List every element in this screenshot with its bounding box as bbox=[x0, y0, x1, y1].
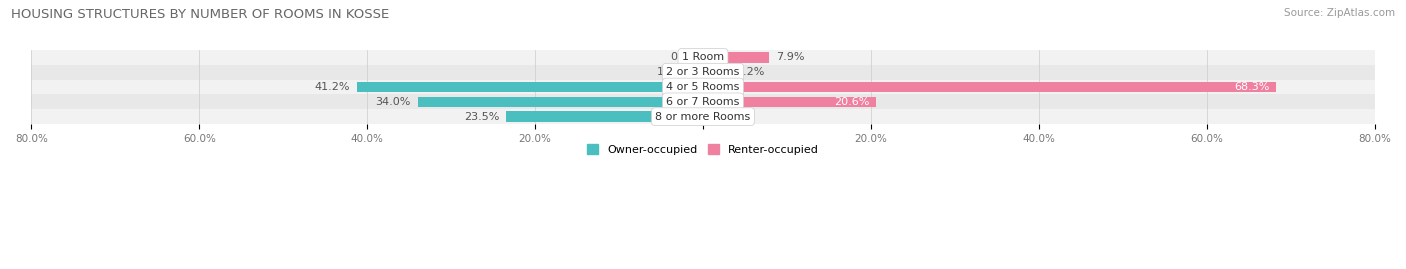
Text: 7.9%: 7.9% bbox=[776, 52, 804, 62]
Text: 1.3%: 1.3% bbox=[657, 67, 685, 77]
Text: 41.2%: 41.2% bbox=[315, 82, 350, 92]
Text: 0.0%: 0.0% bbox=[707, 112, 735, 122]
Text: 23.5%: 23.5% bbox=[464, 112, 499, 122]
Text: 3.2%: 3.2% bbox=[737, 67, 765, 77]
Bar bbox=[703, 67, 730, 77]
Bar bbox=[703, 52, 769, 63]
Bar bbox=[506, 111, 703, 122]
Text: 6 or 7 Rooms: 6 or 7 Rooms bbox=[666, 97, 740, 107]
Text: 0.0%: 0.0% bbox=[671, 52, 699, 62]
Text: HOUSING STRUCTURES BY NUMBER OF ROOMS IN KOSSE: HOUSING STRUCTURES BY NUMBER OF ROOMS IN… bbox=[11, 8, 389, 21]
Legend: Owner-occupied, Renter-occupied: Owner-occupied, Renter-occupied bbox=[582, 140, 824, 159]
Bar bbox=[703, 82, 1277, 92]
Text: Source: ZipAtlas.com: Source: ZipAtlas.com bbox=[1284, 8, 1395, 18]
Bar bbox=[31, 109, 1375, 124]
Bar bbox=[31, 50, 1375, 65]
Text: 20.6%: 20.6% bbox=[834, 97, 869, 107]
Bar bbox=[31, 80, 1375, 94]
Text: 4 or 5 Rooms: 4 or 5 Rooms bbox=[666, 82, 740, 92]
Bar bbox=[703, 97, 876, 107]
Text: 1 Room: 1 Room bbox=[682, 52, 724, 62]
Text: 68.3%: 68.3% bbox=[1234, 82, 1270, 92]
Bar bbox=[31, 94, 1375, 109]
Text: 2 or 3 Rooms: 2 or 3 Rooms bbox=[666, 67, 740, 77]
Text: 8 or more Rooms: 8 or more Rooms bbox=[655, 112, 751, 122]
Bar bbox=[418, 97, 703, 107]
Bar bbox=[692, 67, 703, 77]
Bar bbox=[357, 82, 703, 92]
Bar bbox=[31, 65, 1375, 80]
Text: 34.0%: 34.0% bbox=[375, 97, 411, 107]
